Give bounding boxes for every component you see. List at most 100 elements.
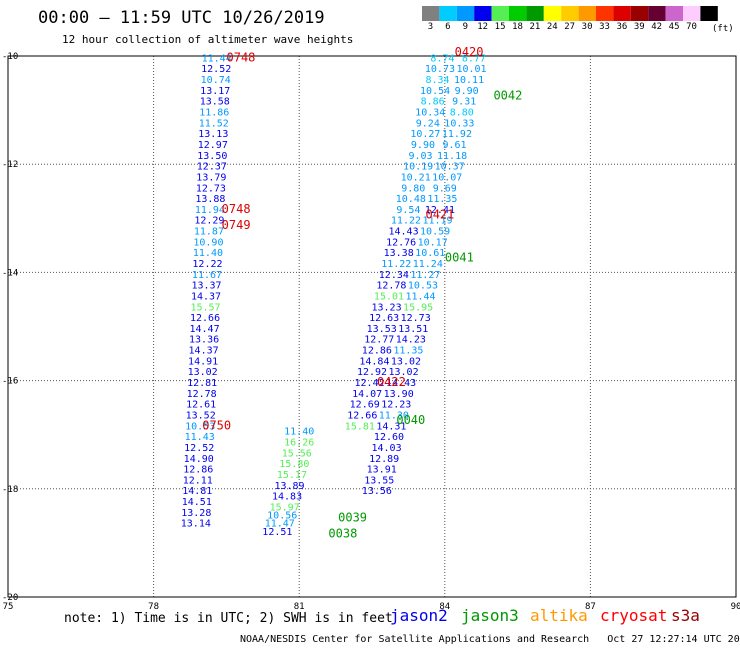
- swh-reading: 11.24: [413, 259, 443, 270]
- swh-reading: 10.37: [435, 162, 465, 173]
- swh-reading: 11.35: [427, 194, 457, 205]
- pass-time-label: 0042: [493, 88, 522, 102]
- swh-reading: 8.74: [430, 53, 454, 64]
- swh-reading: 12.61: [186, 400, 216, 411]
- swh-reading: 11.22: [391, 216, 421, 227]
- legend-swatch: [648, 6, 666, 21]
- swh-reading: 12.60: [374, 432, 404, 443]
- swh-reading: 10.27: [410, 129, 440, 140]
- swh-reading: 10.53: [185, 421, 215, 432]
- swh-reading: 12.34: [379, 270, 409, 281]
- y-tick-label: -20: [2, 593, 18, 603]
- legend-swatch: [630, 6, 649, 21]
- swh-reading: 11.35: [393, 346, 423, 357]
- swh-reading: 11.43: [185, 432, 215, 443]
- satellite-s3a-label: s3a: [671, 606, 700, 625]
- x-tick-label: 75: [3, 602, 14, 612]
- swh-reading: 9.69: [433, 183, 457, 194]
- swh-reading: 12.86: [183, 465, 213, 476]
- swh-reading: 16.26: [284, 438, 314, 449]
- swh-reading: 12.77: [364, 335, 394, 346]
- legend-swatch: [665, 6, 683, 21]
- swh-reading: 14.31: [376, 421, 406, 432]
- swh-reading: 15.01: [374, 291, 404, 302]
- swh-reading: 12.66: [190, 313, 220, 324]
- legend-bin-label: 39: [633, 22, 645, 32]
- legend-bin-label: 9: [462, 22, 468, 32]
- legend-swatch: [491, 6, 509, 21]
- swh-reading: 12.76: [386, 237, 416, 248]
- swh-reading: 12.42: [355, 378, 385, 389]
- swh-reading: 14.43: [386, 378, 416, 389]
- legend-swatch: [422, 6, 440, 21]
- pass-time-label: 0748: [222, 202, 251, 216]
- swh-reading: 13.91: [367, 465, 397, 476]
- chart-title: 00:00 – 11:59 UTC 10/26/2019: [38, 8, 325, 28]
- pass-time-label: 0750: [202, 418, 231, 432]
- swh-reading: 13.14: [181, 519, 211, 530]
- swh-reading: 12.22: [192, 259, 222, 270]
- swh-reading: 12.92: [357, 367, 387, 378]
- swh-reading: 14.43: [388, 227, 418, 238]
- swh-reading: 10.21: [401, 172, 431, 183]
- swh-reading: 10.56: [267, 511, 297, 522]
- swh-reading: 13.02: [388, 367, 418, 378]
- swh-reading: 8.86: [421, 97, 445, 108]
- swh-reading: 11.86: [199, 108, 229, 119]
- swh-reading: 10.01: [456, 64, 486, 75]
- x-tick-label: 90: [731, 602, 740, 612]
- swh-reading: 9.31: [452, 97, 476, 108]
- swh-reading: 12.52: [184, 443, 214, 454]
- legend-bin-label: 15: [494, 22, 506, 32]
- legend-swatch: [683, 6, 701, 21]
- swh-reading: 15.56: [282, 448, 312, 459]
- swh-reading: 15.17: [277, 470, 307, 481]
- legend-swatch: [596, 6, 614, 21]
- swh-reading: 14.47: [190, 324, 220, 335]
- swh-reading: 13.36: [189, 335, 219, 346]
- swh-reading: 13.58: [200, 97, 230, 108]
- pass-time-label: 0421: [425, 207, 454, 221]
- swh-reading: 10.53: [408, 281, 438, 292]
- swh-reading: 9.80: [401, 183, 425, 194]
- legend-bin-label: 12: [477, 22, 489, 32]
- swh-reading: 8.34: [425, 75, 449, 86]
- pass-time-label: 0420: [455, 45, 484, 59]
- swh-reading: 9.54: [396, 205, 420, 216]
- satellite-jason2-label: jason2: [390, 606, 448, 625]
- legend-bin-label: 3: [427, 22, 434, 32]
- swh-reading: 12.66: [347, 410, 377, 421]
- swh-reading: 9.61: [442, 140, 466, 151]
- legend-swatch: [509, 6, 527, 21]
- pass-time-label: 0748: [227, 50, 256, 64]
- swh-reading: 10.48: [396, 194, 426, 205]
- swh-reading: 14.37: [189, 346, 219, 357]
- swh-reading: 13.23: [372, 302, 402, 313]
- swh-reading: 14.23: [396, 335, 426, 346]
- chart-subtitle: 12 hour collection of altimeter wave hei…: [62, 33, 354, 46]
- swh-reading: 11.22: [381, 259, 411, 270]
- swh-reading: 13.55: [364, 475, 394, 486]
- legend-swatch: [456, 6, 475, 21]
- swh-reading: 11.67: [192, 270, 222, 281]
- swh-reading: 12.11: [183, 475, 213, 486]
- pass-time-label: 0749: [222, 218, 251, 232]
- swh-reading: 12.73: [401, 313, 431, 324]
- swh-reading: 13.50: [197, 151, 227, 162]
- swh-reading: 10.34: [415, 108, 445, 119]
- swh-reading: 13.38: [384, 248, 414, 259]
- swh-reading: 11.40: [193, 248, 223, 259]
- swh-reading: 12.37: [197, 162, 227, 173]
- legend-swatch: [439, 6, 457, 21]
- credit-text: NOAA/NESDIS Center for Satellite Applica…: [240, 634, 590, 645]
- swh-reading: 11.44: [202, 53, 232, 64]
- swh-reading: 14.83: [272, 492, 302, 503]
- swh-reading: 13.13: [198, 129, 228, 140]
- satellite-altika-label: altika: [530, 606, 588, 625]
- swh-reading: 15.97: [270, 502, 300, 513]
- swh-reading: 13.02: [391, 356, 421, 367]
- swh-reading: 12.29: [194, 216, 224, 227]
- swh-reading: 10.11: [454, 75, 484, 86]
- swh-reading: 10.17: [418, 237, 448, 248]
